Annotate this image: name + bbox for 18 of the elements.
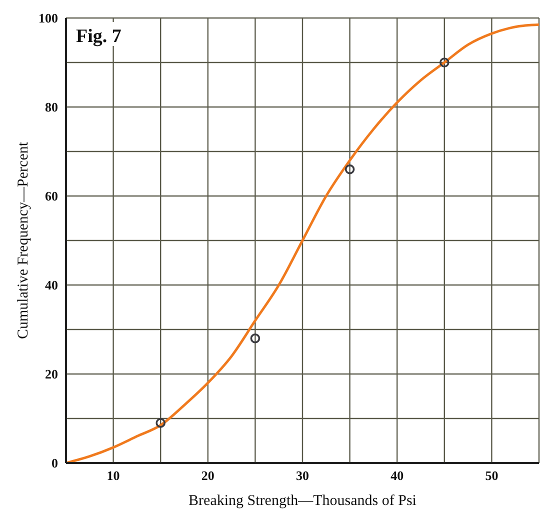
point (440, 58, 450, 68)
y-tick-label: 60 (45, 188, 58, 204)
x-tick-label: 50 (485, 468, 498, 484)
y-axis-title: Cumulative Frequency—Percent (15, 141, 32, 340)
y-tick-label: 20 (45, 366, 58, 382)
y-tick-label: 40 (45, 278, 58, 293)
point (344, 164, 355, 174)
y-tick-label: 0 (52, 456, 58, 471)
point (156, 418, 166, 428)
x-tick-label: 40 (390, 468, 404, 484)
y-tick-label: 80 (45, 100, 58, 115)
chart-title: Fig. 7 (76, 26, 122, 47)
x-tick-label: 20 (201, 468, 214, 484)
x-axis-title: Breaking Strength—Thousands of Psi (188, 493, 416, 509)
y-tick-label: 100 (38, 10, 58, 26)
point (250, 334, 260, 344)
x-tick-label: 10 (106, 468, 120, 484)
x-tick-label: 30 (296, 468, 309, 484)
